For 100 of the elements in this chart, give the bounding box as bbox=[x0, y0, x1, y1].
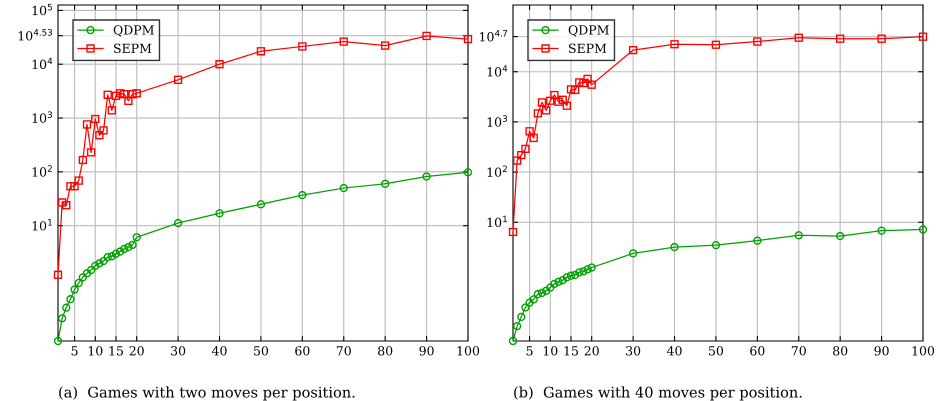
point bbox=[918, 225, 928, 234]
point bbox=[512, 156, 522, 165]
point bbox=[62, 201, 70, 210]
point bbox=[508, 336, 518, 346]
point bbox=[108, 106, 116, 115]
x-tick-label: 100 bbox=[458, 346, 480, 356]
point bbox=[558, 96, 567, 104]
y-tick-label: 10$^{3}$ bbox=[488, 115, 508, 127]
x-tick-label: 15 bbox=[110, 346, 123, 356]
legend-label: QDPM bbox=[114, 25, 154, 36]
point bbox=[794, 231, 803, 240]
x-tick-label: 10 bbox=[544, 346, 558, 356]
point bbox=[546, 283, 554, 292]
point bbox=[74, 278, 83, 288]
point bbox=[554, 98, 563, 106]
point bbox=[128, 90, 137, 98]
point bbox=[215, 209, 224, 218]
legend-label: SEPM bbox=[569, 44, 606, 54]
point bbox=[521, 303, 530, 312]
x-tick-label: 30 bbox=[171, 346, 186, 356]
x-tick-label: 90 bbox=[874, 346, 889, 356]
point bbox=[99, 256, 108, 266]
point bbox=[174, 76, 182, 84]
point bbox=[542, 106, 550, 115]
point bbox=[918, 32, 928, 41]
y-tick-label: 10$^{5}$ bbox=[32, 4, 52, 16]
point bbox=[381, 41, 390, 50]
point bbox=[70, 182, 79, 190]
point bbox=[554, 278, 563, 286]
point bbox=[78, 273, 88, 282]
point bbox=[588, 263, 596, 272]
point bbox=[340, 37, 348, 46]
y-tick-label: 10$^{2}$ bbox=[488, 165, 507, 177]
point bbox=[570, 86, 580, 94]
point bbox=[550, 90, 559, 100]
x-tick-label: 10 bbox=[88, 346, 102, 356]
point bbox=[112, 92, 120, 100]
point bbox=[877, 226, 886, 235]
point bbox=[534, 109, 542, 118]
point bbox=[58, 198, 66, 207]
point bbox=[66, 295, 75, 304]
x-tick-label: 80 bbox=[833, 346, 848, 356]
point bbox=[112, 250, 120, 258]
point bbox=[566, 272, 576, 280]
point bbox=[877, 34, 886, 43]
x-tick-label: 30 bbox=[626, 346, 640, 356]
point bbox=[116, 89, 124, 98]
x-tick-label: 60 bbox=[750, 346, 764, 356]
point bbox=[562, 102, 572, 110]
point bbox=[525, 298, 534, 307]
point bbox=[712, 240, 720, 250]
point bbox=[530, 295, 538, 304]
point bbox=[628, 46, 638, 54]
y-tick-label: 10$^{4}$ bbox=[488, 65, 508, 77]
point bbox=[542, 286, 550, 295]
point bbox=[78, 156, 88, 164]
y-tick-label: 10$^{1}$ bbox=[32, 219, 52, 231]
point bbox=[628, 249, 638, 258]
x-tick-label: 60 bbox=[295, 346, 310, 356]
point bbox=[575, 268, 584, 277]
point bbox=[215, 60, 224, 68]
point bbox=[120, 244, 128, 254]
point bbox=[670, 40, 679, 48]
point bbox=[464, 34, 472, 44]
point bbox=[108, 252, 116, 260]
point bbox=[538, 98, 546, 107]
point bbox=[58, 314, 66, 322]
point bbox=[550, 280, 559, 288]
point bbox=[512, 322, 522, 330]
point bbox=[579, 78, 588, 88]
y-tick-label: 10$^{2}$ bbox=[32, 165, 52, 177]
x-tick-label: 70 bbox=[792, 346, 806, 356]
point bbox=[422, 172, 431, 181]
point bbox=[86, 148, 96, 157]
x-tick-label: 100 bbox=[912, 346, 934, 356]
point bbox=[579, 267, 588, 276]
point bbox=[132, 233, 141, 242]
point bbox=[381, 180, 390, 188]
text: (b) Games with 40 moves per position. bbox=[514, 386, 802, 400]
point bbox=[86, 266, 96, 274]
point bbox=[521, 144, 530, 154]
y-tick-label: 10$^{4.7}$ bbox=[480, 30, 508, 42]
point bbox=[517, 150, 526, 160]
point bbox=[128, 240, 137, 250]
point bbox=[530, 134, 538, 142]
y-tick-label: 10$^{3}$ bbox=[32, 111, 52, 123]
point bbox=[836, 232, 844, 240]
x-tick-label: 15 bbox=[564, 346, 578, 356]
x-tick-label: 20 bbox=[130, 346, 144, 356]
point bbox=[753, 236, 762, 245]
point bbox=[298, 190, 307, 200]
point bbox=[753, 37, 762, 46]
legend-label: SEPM bbox=[114, 44, 152, 54]
x-tick-label: 90 bbox=[419, 346, 434, 356]
point bbox=[99, 126, 108, 135]
x-tick-label: 40 bbox=[666, 346, 682, 356]
point bbox=[124, 242, 133, 252]
point bbox=[588, 80, 596, 89]
point bbox=[538, 288, 546, 298]
text: (a) Games with two moves per position. bbox=[59, 386, 354, 400]
